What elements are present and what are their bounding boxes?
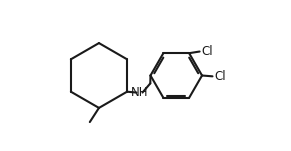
Text: NH: NH bbox=[131, 86, 148, 99]
Text: Cl: Cl bbox=[214, 70, 226, 83]
Text: Cl: Cl bbox=[201, 45, 213, 58]
